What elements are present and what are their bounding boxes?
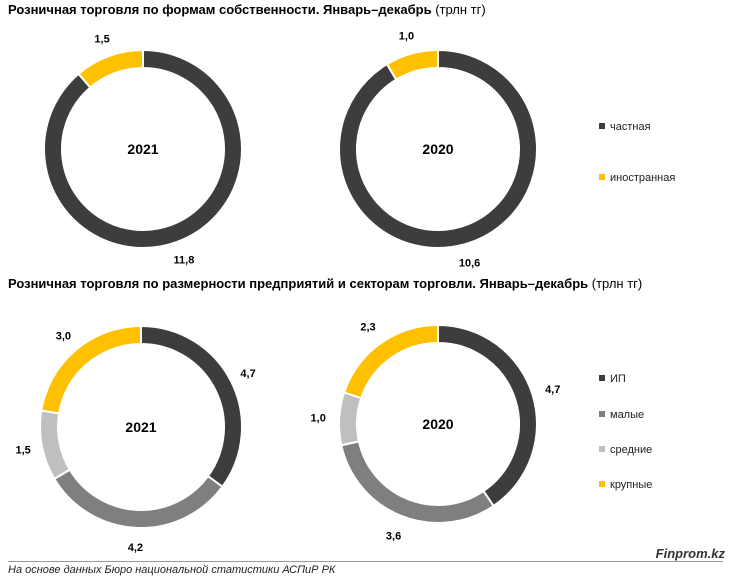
data-label-2-2: 1,5 (15, 444, 30, 456)
legend-label: средние (610, 444, 653, 456)
donut-slice-3-2 (338, 391, 363, 447)
legend-swatch (599, 446, 605, 453)
chart-title-ownership: Розничная торговля по формам собственнос… (8, 2, 486, 17)
title-size-unit: (трлн тг) (591, 276, 643, 291)
donut-slice-1-0 (338, 48, 538, 249)
data-label-2-0: 4,7 (240, 368, 255, 380)
data-label-1-0: 10,6 (459, 258, 480, 270)
donut-slice-3-3 (342, 323, 439, 400)
legend-item-private: частная (599, 121, 651, 133)
title-size-text: Розничная торговля по размерности предпр… (8, 276, 589, 291)
donut-slice-2-2 (39, 409, 72, 481)
donut-slice-2-3 (40, 324, 142, 415)
legend-swatch (599, 174, 605, 181)
legend-label: частная (610, 121, 651, 133)
brand-logo: Finprom.kz (655, 546, 725, 561)
legend-swatch (599, 123, 605, 130)
legend-item-large: крупные (599, 479, 652, 491)
legend-item-medium: средние (599, 444, 652, 456)
center-year-label-3: 2020 (422, 416, 453, 432)
data-label-3-0: 4,7 (545, 384, 560, 396)
donut-slice-2-1 (52, 468, 224, 529)
chart-title-size: Розничная торговля по размерности предпр… (8, 276, 642, 291)
data-label-0-1: 1,5 (94, 33, 109, 45)
data-label-3-3: 2,3 (360, 322, 375, 334)
legend-swatch (599, 481, 605, 488)
donut-slice-1-1 (385, 48, 439, 81)
legend-label: иностранная (610, 172, 676, 184)
data-label-2-3: 3,0 (56, 330, 71, 342)
legend-label: крупные (610, 479, 653, 491)
legend-label: ИП (610, 373, 626, 385)
data-label-3-1: 3,6 (386, 530, 401, 542)
legend-swatch (599, 375, 605, 382)
data-label-2-1: 4,2 (128, 542, 143, 554)
donut-slice-3-1 (340, 440, 495, 524)
center-year-label-1: 2020 (422, 141, 453, 157)
legend-label: малые (610, 409, 645, 421)
source-note: На основе данных Бюро национальной стати… (8, 564, 336, 576)
donut-slice-2-0 (140, 324, 243, 489)
legend-item-small: малые (599, 409, 644, 421)
legend-item-foreign: иностранная (599, 172, 675, 184)
legend-item-ip: ИП (599, 373, 626, 385)
donut-slice-0-0 (43, 48, 243, 249)
data-label-0-0: 11,8 (174, 255, 195, 267)
center-year-label-2: 2021 (125, 419, 156, 435)
donut-slice-0-1 (77, 48, 144, 89)
center-year-label-0: 2021 (127, 141, 158, 157)
title-ownership-unit: (трлн тг) (435, 2, 486, 17)
legend-swatch (599, 411, 605, 418)
data-label-3-2: 1,0 (311, 413, 326, 425)
title-ownership-text: Розничная торговля по формам собственнос… (8, 2, 432, 17)
data-label-1-1: 1,0 (399, 30, 414, 42)
footer-divider (8, 561, 723, 562)
